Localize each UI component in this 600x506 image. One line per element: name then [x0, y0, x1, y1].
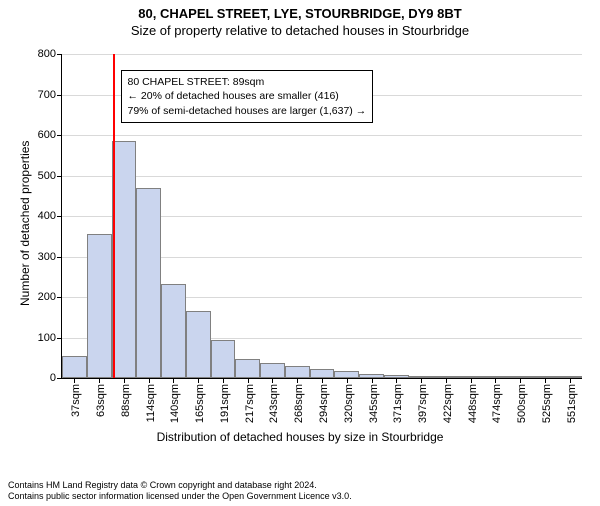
x-tick [495, 378, 496, 383]
x-tick-label: 140sqm [169, 384, 181, 423]
x-tick [74, 378, 75, 383]
x-tick-label: 268sqm [293, 384, 305, 423]
reference-line [113, 54, 115, 378]
gridline [62, 135, 582, 136]
x-tick-label: 294sqm [318, 384, 330, 423]
x-tick-label: 243sqm [268, 384, 280, 423]
info-box-line: ← 20% of detached houses are smaller (41… [128, 89, 367, 103]
histogram-bar [62, 356, 87, 378]
x-tick-label: 191sqm [219, 384, 231, 423]
x-tick [297, 378, 298, 383]
x-tick [272, 378, 273, 383]
x-tick [322, 378, 323, 383]
x-tick-label: 397sqm [417, 384, 429, 423]
histogram-bar [87, 234, 112, 378]
x-tick-label: 345sqm [368, 384, 380, 423]
x-tick [347, 378, 348, 383]
histogram-bar [334, 371, 359, 378]
x-tick [396, 378, 397, 383]
x-tick-label: 422sqm [442, 384, 454, 423]
x-tick [198, 378, 199, 383]
page-subtitle: Size of property relative to detached ho… [0, 23, 600, 38]
x-tick-label: 500sqm [516, 384, 528, 423]
x-tick [149, 378, 150, 383]
x-tick-label: 114sqm [145, 384, 157, 422]
y-tick-label: 100 [38, 332, 62, 344]
x-tick [173, 378, 174, 383]
plot-area: 010020030040050060070080037sqm63sqm88sqm… [61, 54, 582, 379]
histogram-bar [211, 340, 236, 378]
x-tick [372, 378, 373, 383]
x-tick-label: 217sqm [244, 384, 256, 423]
x-tick-label: 371sqm [392, 384, 404, 423]
info-box-line: 79% of semi-detached houses are larger (… [128, 104, 367, 118]
info-box: 80 CHAPEL STREET: 89sqm← 20% of detached… [121, 70, 374, 123]
y-tick-label: 700 [38, 89, 62, 101]
histogram-bar [285, 366, 310, 378]
x-tick-label: 448sqm [467, 384, 479, 423]
histogram-bar [186, 311, 211, 378]
x-tick-label: 37sqm [70, 384, 82, 417]
histogram-bar [112, 141, 137, 378]
page-title-address: 80, CHAPEL STREET, LYE, STOURBRIDGE, DY9… [0, 6, 600, 21]
x-tick-label: 474sqm [491, 384, 503, 423]
y-tick-label: 300 [38, 251, 62, 263]
x-tick [570, 378, 571, 383]
x-tick [471, 378, 472, 383]
histogram-bar [136, 188, 161, 378]
y-tick-label: 0 [50, 372, 62, 384]
x-tick-label: 525sqm [541, 384, 553, 423]
histogram-bar [260, 363, 285, 378]
x-tick-label: 551sqm [566, 384, 578, 423]
x-tick [248, 378, 249, 383]
y-tick-label: 200 [38, 291, 62, 303]
x-tick [99, 378, 100, 383]
histogram-bar [310, 369, 335, 378]
x-tick-label: 88sqm [120, 384, 132, 417]
y-tick-label: 600 [38, 129, 62, 141]
y-tick-label: 400 [38, 210, 62, 222]
y-tick-label: 800 [38, 48, 62, 60]
credits-line-2: Contains public sector information licen… [8, 491, 352, 502]
x-tick [421, 378, 422, 383]
gridline [62, 176, 582, 177]
gridline [62, 54, 582, 55]
x-tick [545, 378, 546, 383]
histogram-bar [161, 284, 186, 378]
x-axis-label: Distribution of detached houses by size … [0, 430, 600, 444]
x-tick [520, 378, 521, 383]
x-tick-label: 63sqm [95, 384, 107, 417]
x-tick [446, 378, 447, 383]
credits-block: Contains HM Land Registry data © Crown c… [8, 480, 352, 503]
credits-line-1: Contains HM Land Registry data © Crown c… [8, 480, 352, 491]
x-tick [223, 378, 224, 383]
y-tick-label: 500 [38, 170, 62, 182]
chart-container: 0 100 200 300 400 500 600 700 800 37sqm 63sqm 88sqm… [0, 48, 600, 448]
info-box-line: 80 CHAPEL STREET: 89sqm [128, 75, 367, 89]
x-tick [124, 378, 125, 383]
histogram-bar [235, 359, 260, 378]
x-tick-label: 320sqm [343, 384, 355, 423]
y-axis-label: Number of detached properties [18, 141, 32, 306]
x-tick-label: 165sqm [194, 384, 206, 423]
